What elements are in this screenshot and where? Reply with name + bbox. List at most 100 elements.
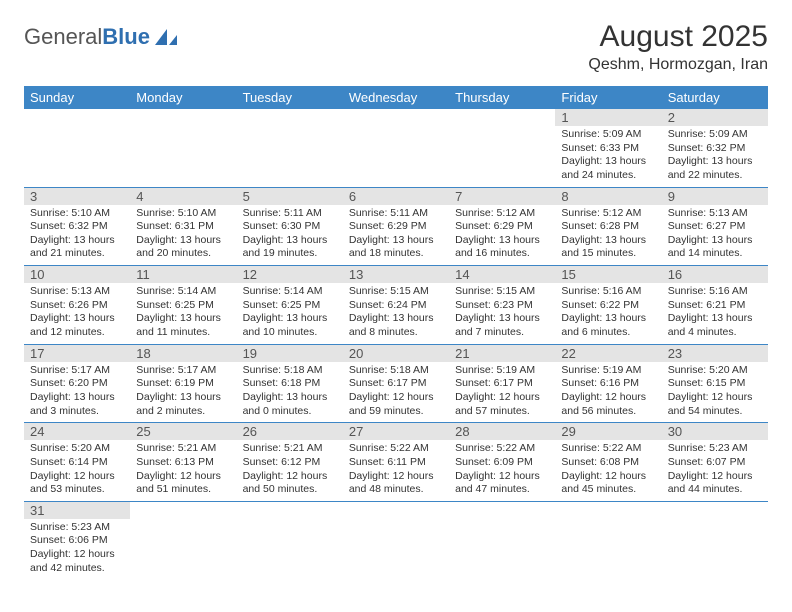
day-info: Sunrise: 5:17 AMSunset: 6:19 PMDaylight:…	[130, 362, 236, 423]
header: GeneralBlue August 2025 Qeshm, Hormozgan…	[24, 20, 768, 74]
calendar-cell: 4Sunrise: 5:10 AMSunset: 6:31 PMDaylight…	[130, 187, 236, 266]
month-title: August 2025	[588, 20, 768, 54]
day-number: 15	[555, 266, 661, 283]
day-number: 19	[237, 345, 343, 362]
day-info: Sunrise: 5:23 AMSunset: 6:06 PMDaylight:…	[24, 519, 130, 580]
calendar-cell: 25Sunrise: 5:21 AMSunset: 6:13 PMDayligh…	[130, 423, 236, 502]
calendar-cell-empty	[343, 501, 449, 579]
calendar-cell-empty	[237, 501, 343, 579]
day-number: 16	[662, 266, 768, 283]
day-info: Sunrise: 5:16 AMSunset: 6:22 PMDaylight:…	[555, 283, 661, 344]
calendar-cell: 21Sunrise: 5:19 AMSunset: 6:17 PMDayligh…	[449, 344, 555, 423]
day-info: Sunrise: 5:22 AMSunset: 6:11 PMDaylight:…	[343, 440, 449, 501]
day-info: Sunrise: 5:12 AMSunset: 6:29 PMDaylight:…	[449, 205, 555, 266]
calendar-cell: 6Sunrise: 5:11 AMSunset: 6:29 PMDaylight…	[343, 187, 449, 266]
calendar-cell: 10Sunrise: 5:13 AMSunset: 6:26 PMDayligh…	[24, 266, 130, 345]
day-info: Sunrise: 5:18 AMSunset: 6:17 PMDaylight:…	[343, 362, 449, 423]
day-info: Sunrise: 5:13 AMSunset: 6:27 PMDaylight:…	[662, 205, 768, 266]
day-info: Sunrise: 5:17 AMSunset: 6:20 PMDaylight:…	[24, 362, 130, 423]
calendar-cell-empty	[662, 501, 768, 579]
calendar-cell: 5Sunrise: 5:11 AMSunset: 6:30 PMDaylight…	[237, 187, 343, 266]
day-info: Sunrise: 5:15 AMSunset: 6:23 PMDaylight:…	[449, 283, 555, 344]
calendar-table: SundayMondayTuesdayWednesdayThursdayFrid…	[24, 86, 768, 579]
calendar-body: 1Sunrise: 5:09 AMSunset: 6:33 PMDaylight…	[24, 109, 768, 579]
logo-text-blue: Blue	[102, 24, 150, 50]
day-number: 18	[130, 345, 236, 362]
weekday-header: Monday	[130, 86, 236, 109]
day-info: Sunrise: 5:20 AMSunset: 6:14 PMDaylight:…	[24, 440, 130, 501]
day-info: Sunrise: 5:11 AMSunset: 6:30 PMDaylight:…	[237, 205, 343, 266]
calendar-cell: 27Sunrise: 5:22 AMSunset: 6:11 PMDayligh…	[343, 423, 449, 502]
calendar-cell: 24Sunrise: 5:20 AMSunset: 6:14 PMDayligh…	[24, 423, 130, 502]
day-number: 3	[24, 188, 130, 205]
logo-text-general: General	[24, 24, 102, 50]
calendar-cell: 15Sunrise: 5:16 AMSunset: 6:22 PMDayligh…	[555, 266, 661, 345]
calendar-cell: 19Sunrise: 5:18 AMSunset: 6:18 PMDayligh…	[237, 344, 343, 423]
day-number: 22	[555, 345, 661, 362]
calendar-cell: 18Sunrise: 5:17 AMSunset: 6:19 PMDayligh…	[130, 344, 236, 423]
calendar-cell: 22Sunrise: 5:19 AMSunset: 6:16 PMDayligh…	[555, 344, 661, 423]
day-info: Sunrise: 5:23 AMSunset: 6:07 PMDaylight:…	[662, 440, 768, 501]
day-number: 27	[343, 423, 449, 440]
calendar-cell: 9Sunrise: 5:13 AMSunset: 6:27 PMDaylight…	[662, 187, 768, 266]
calendar-cell: 14Sunrise: 5:15 AMSunset: 6:23 PMDayligh…	[449, 266, 555, 345]
calendar-cell-empty	[130, 501, 236, 579]
calendar-cell-empty	[130, 109, 236, 187]
day-info: Sunrise: 5:15 AMSunset: 6:24 PMDaylight:…	[343, 283, 449, 344]
calendar-cell: 17Sunrise: 5:17 AMSunset: 6:20 PMDayligh…	[24, 344, 130, 423]
calendar-cell-empty	[555, 501, 661, 579]
day-number: 8	[555, 188, 661, 205]
day-number: 17	[24, 345, 130, 362]
day-number: 20	[343, 345, 449, 362]
weekday-header: Tuesday	[237, 86, 343, 109]
calendar-cell: 1Sunrise: 5:09 AMSunset: 6:33 PMDaylight…	[555, 109, 661, 187]
calendar-cell: 7Sunrise: 5:12 AMSunset: 6:29 PMDaylight…	[449, 187, 555, 266]
day-info: Sunrise: 5:09 AMSunset: 6:32 PMDaylight:…	[662, 126, 768, 187]
calendar-cell: 31Sunrise: 5:23 AMSunset: 6:06 PMDayligh…	[24, 501, 130, 579]
day-number: 1	[555, 109, 661, 126]
day-info: Sunrise: 5:19 AMSunset: 6:16 PMDaylight:…	[555, 362, 661, 423]
day-number: 26	[237, 423, 343, 440]
logo: GeneralBlue	[24, 24, 179, 50]
calendar-cell-empty	[237, 109, 343, 187]
weekday-header: Sunday	[24, 86, 130, 109]
day-info: Sunrise: 5:10 AMSunset: 6:31 PMDaylight:…	[130, 205, 236, 266]
day-info: Sunrise: 5:11 AMSunset: 6:29 PMDaylight:…	[343, 205, 449, 266]
day-info: Sunrise: 5:13 AMSunset: 6:26 PMDaylight:…	[24, 283, 130, 344]
calendar-cell-empty	[24, 109, 130, 187]
day-info: Sunrise: 5:21 AMSunset: 6:12 PMDaylight:…	[237, 440, 343, 501]
calendar-header-row: SundayMondayTuesdayWednesdayThursdayFrid…	[24, 86, 768, 109]
calendar-cell: 28Sunrise: 5:22 AMSunset: 6:09 PMDayligh…	[449, 423, 555, 502]
weekday-header: Thursday	[449, 86, 555, 109]
day-number: 25	[130, 423, 236, 440]
day-info: Sunrise: 5:10 AMSunset: 6:32 PMDaylight:…	[24, 205, 130, 266]
calendar-cell: 11Sunrise: 5:14 AMSunset: 6:25 PMDayligh…	[130, 266, 236, 345]
day-info: Sunrise: 5:16 AMSunset: 6:21 PMDaylight:…	[662, 283, 768, 344]
day-info: Sunrise: 5:14 AMSunset: 6:25 PMDaylight:…	[130, 283, 236, 344]
day-number: 24	[24, 423, 130, 440]
day-info: Sunrise: 5:22 AMSunset: 6:08 PMDaylight:…	[555, 440, 661, 501]
day-number: 5	[237, 188, 343, 205]
weekday-header: Friday	[555, 86, 661, 109]
logo-sail-icon	[153, 27, 179, 47]
calendar-cell: 8Sunrise: 5:12 AMSunset: 6:28 PMDaylight…	[555, 187, 661, 266]
calendar-cell: 13Sunrise: 5:15 AMSunset: 6:24 PMDayligh…	[343, 266, 449, 345]
day-number: 30	[662, 423, 768, 440]
day-info: Sunrise: 5:12 AMSunset: 6:28 PMDaylight:…	[555, 205, 661, 266]
calendar-cell: 16Sunrise: 5:16 AMSunset: 6:21 PMDayligh…	[662, 266, 768, 345]
calendar-cell: 12Sunrise: 5:14 AMSunset: 6:25 PMDayligh…	[237, 266, 343, 345]
calendar-cell: 2Sunrise: 5:09 AMSunset: 6:32 PMDaylight…	[662, 109, 768, 187]
day-number: 23	[662, 345, 768, 362]
day-number: 29	[555, 423, 661, 440]
day-number: 7	[449, 188, 555, 205]
day-info: Sunrise: 5:20 AMSunset: 6:15 PMDaylight:…	[662, 362, 768, 423]
day-number: 9	[662, 188, 768, 205]
weekday-header: Saturday	[662, 86, 768, 109]
day-number: 14	[449, 266, 555, 283]
day-info: Sunrise: 5:14 AMSunset: 6:25 PMDaylight:…	[237, 283, 343, 344]
day-number: 10	[24, 266, 130, 283]
day-info: Sunrise: 5:21 AMSunset: 6:13 PMDaylight:…	[130, 440, 236, 501]
calendar-cell: 23Sunrise: 5:20 AMSunset: 6:15 PMDayligh…	[662, 344, 768, 423]
day-number: 12	[237, 266, 343, 283]
day-number: 4	[130, 188, 236, 205]
